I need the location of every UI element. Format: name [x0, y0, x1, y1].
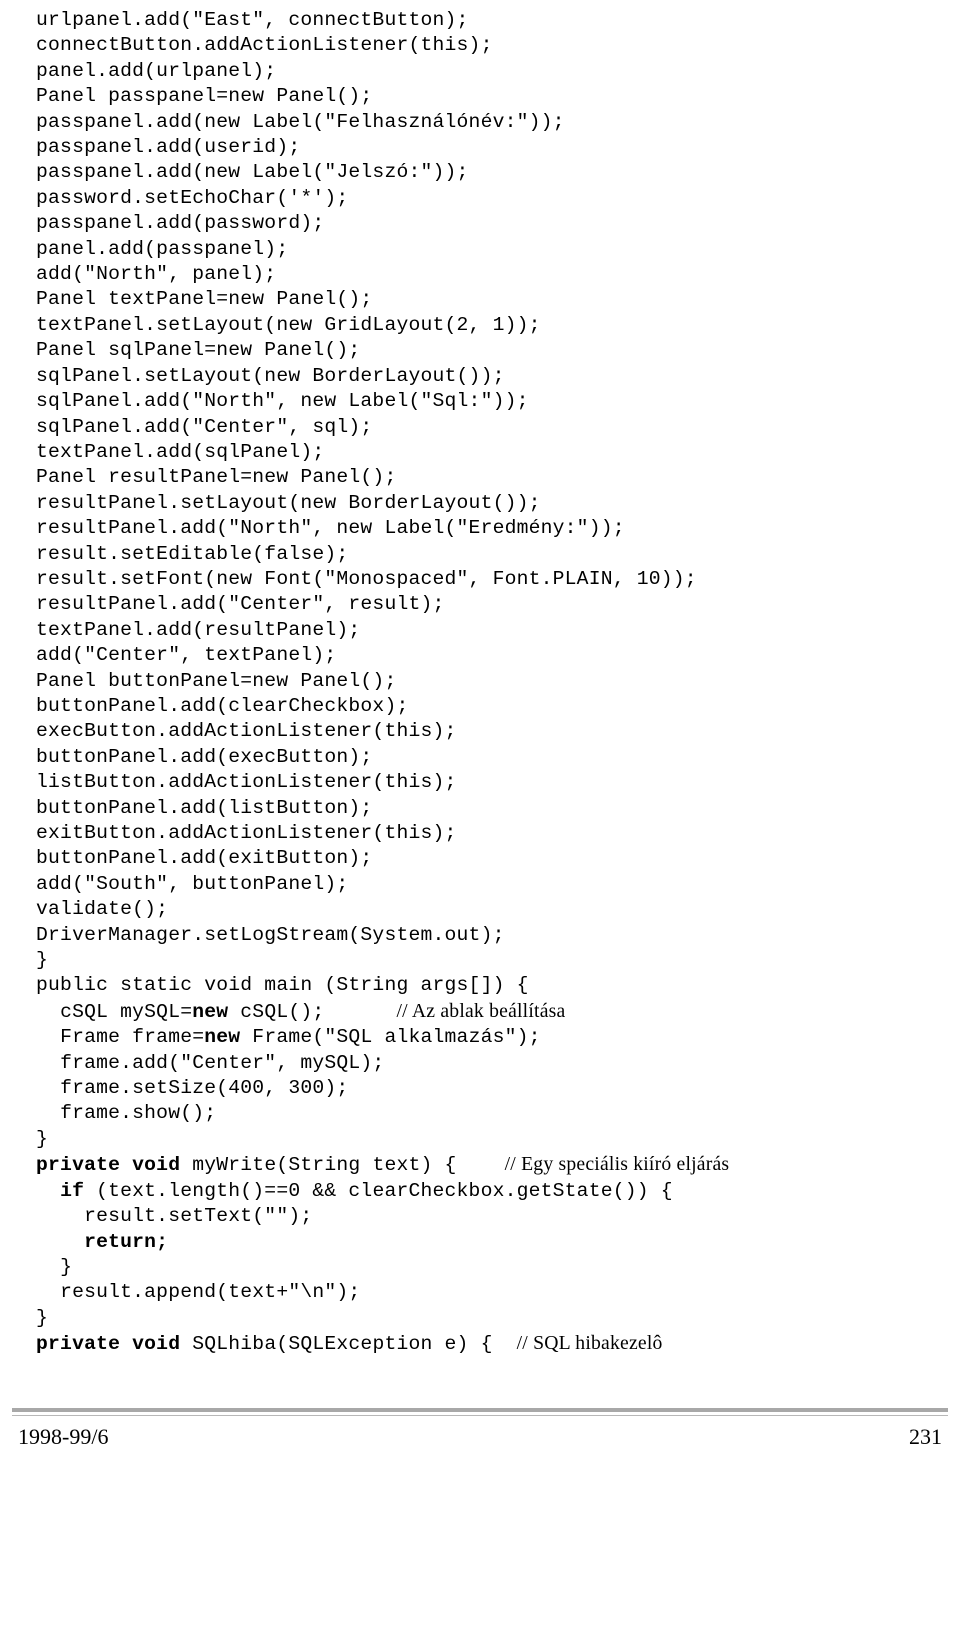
code-line: if (text.length()==0 && clearCheckbox.ge… — [12, 1179, 948, 1204]
code-line: sqlPanel.add("Center", sql); — [12, 415, 948, 440]
code-line: Panel resultPanel=new Panel(); — [12, 465, 948, 490]
code-line: result.setText(""); — [12, 1204, 948, 1229]
code-line: frame.add("Center", mySQL); — [12, 1051, 948, 1076]
code-line: private void myWrite(String text) { // E… — [12, 1152, 948, 1178]
code-line: urlpanel.add("East", connectButton); — [12, 8, 948, 33]
code-line: result.setFont(new Font("Monospaced", Fo… — [12, 567, 948, 592]
code-line: } — [12, 948, 948, 973]
code-line: passpanel.add(userid); — [12, 135, 948, 160]
code-line: add("Center", textPanel); — [12, 643, 948, 668]
footer-left: 1998-99/6 — [18, 1424, 108, 1450]
code-line: } — [12, 1255, 948, 1280]
code-line: exitButton.addActionListener(this); — [12, 821, 948, 846]
code-line: result.append(text+"\n"); — [12, 1280, 948, 1305]
code-line: Panel passpanel=new Panel(); — [12, 84, 948, 109]
code-line: sqlPanel.add("North", new Label("Sql:"))… — [12, 389, 948, 414]
code-line: Frame frame=new Frame("SQL alkalmazás"); — [12, 1025, 948, 1050]
code-line: buttonPanel.add(execButton); — [12, 745, 948, 770]
code-line: } — [12, 1306, 948, 1331]
code-line: } — [12, 1127, 948, 1152]
code-line: add("South", buttonPanel); — [12, 872, 948, 897]
code-line: Panel textPanel=new Panel(); — [12, 287, 948, 312]
footer-right: 231 — [909, 1424, 942, 1450]
code-line: add("North", panel); — [12, 262, 948, 287]
code-line: resultPanel.add("Center", result); — [12, 592, 948, 617]
code-line: passpanel.add(new Label("Felhasználónév:… — [12, 110, 948, 135]
code-line: frame.show(); — [12, 1101, 948, 1126]
code-line: buttonPanel.add(clearCheckbox); — [12, 694, 948, 719]
code-line: result.setEditable(false); — [12, 542, 948, 567]
code-line: panel.add(urlpanel); — [12, 59, 948, 84]
code-line: textPanel.setLayout(new GridLayout(2, 1)… — [12, 313, 948, 338]
code-line: textPanel.add(resultPanel); — [12, 618, 948, 643]
footer-separator — [12, 1408, 948, 1416]
code-line: buttonPanel.add(listButton); — [12, 796, 948, 821]
code-line: password.setEchoChar('*'); — [12, 186, 948, 211]
code-block: urlpanel.add("East", connectButton); con… — [12, 8, 948, 1358]
code-line: resultPanel.setLayout(new BorderLayout()… — [12, 491, 948, 516]
code-line: passpanel.add(password); — [12, 211, 948, 236]
code-line: connectButton.addActionListener(this); — [12, 33, 948, 58]
code-line: public static void main (String args[]) … — [12, 973, 948, 998]
code-line: Panel sqlPanel=new Panel(); — [12, 338, 948, 363]
code-line: panel.add(passpanel); — [12, 237, 948, 262]
code-line: cSQL mySQL=new cSQL(); // Az ablak beáll… — [12, 999, 948, 1025]
code-line: return; — [12, 1230, 948, 1255]
code-line: frame.setSize(400, 300); — [12, 1076, 948, 1101]
code-line: buttonPanel.add(exitButton); — [12, 846, 948, 871]
code-line: Panel buttonPanel=new Panel(); — [12, 669, 948, 694]
code-line: passpanel.add(new Label("Jelszó:")); — [12, 160, 948, 185]
code-line: textPanel.add(sqlPanel); — [12, 440, 948, 465]
code-line: validate(); — [12, 897, 948, 922]
code-line: listButton.addActionListener(this); — [12, 770, 948, 795]
code-line: sqlPanel.setLayout(new BorderLayout()); — [12, 364, 948, 389]
document-page: urlpanel.add("East", connectButton); con… — [0, 0, 960, 1464]
code-line: resultPanel.add("North", new Label("Ered… — [12, 516, 948, 541]
code-line: DriverManager.setLogStream(System.out); — [12, 923, 948, 948]
code-line: execButton.addActionListener(this); — [12, 719, 948, 744]
page-footer: 1998-99/6 231 — [12, 1416, 948, 1464]
code-line: private void SQLhiba(SQLException e) { /… — [12, 1331, 948, 1357]
